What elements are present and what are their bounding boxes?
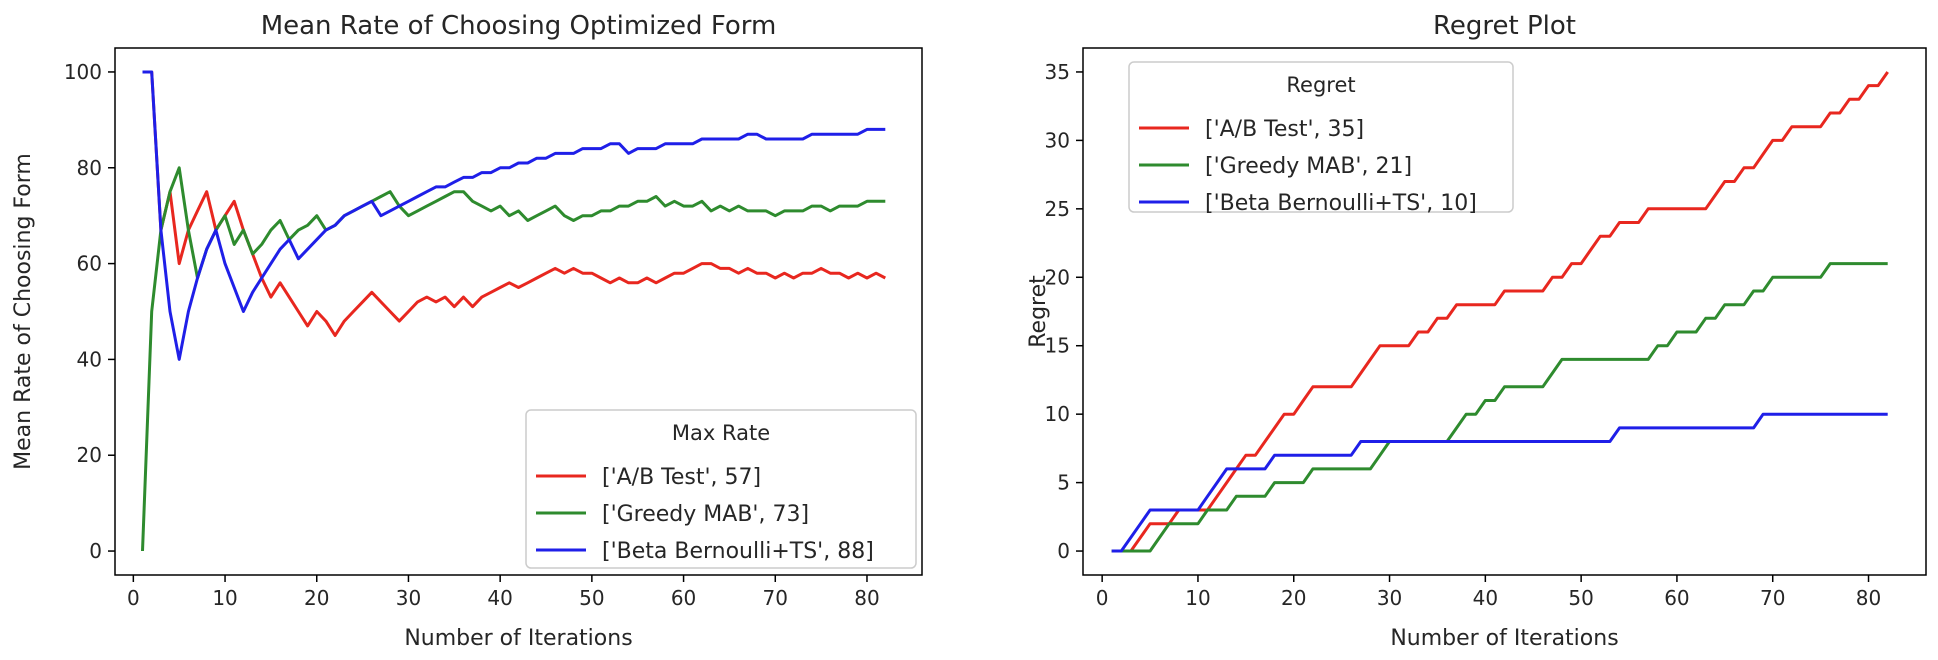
x-axis-label: Number of Iterations	[1390, 626, 1618, 651]
series-line	[1111, 71, 1889, 553]
y-tick-label: 5	[1057, 471, 1070, 495]
chart-title: Regret Plot	[1433, 11, 1576, 41]
series-line	[1111, 412, 1888, 553]
x-axis-label: Number of Iterations	[404, 626, 632, 651]
y-tick-label: 30	[1045, 128, 1070, 152]
y-tick-label: 15	[1045, 334, 1070, 358]
y-axis-label: Mean Rate of Choosing Form	[11, 153, 36, 470]
y-axis-label: Regret	[1026, 275, 1051, 348]
x-tick-label: 50	[1568, 586, 1593, 610]
x-tick-label: 30	[1377, 586, 1402, 610]
legend: Regret ['A/B Test', 35] ['Greedy MAB', 21]…	[1128, 61, 1514, 216]
y-tick-label: 0	[89, 539, 102, 563]
x-tick-label: 10	[1185, 586, 1210, 610]
x-tick-label: 20	[304, 586, 329, 610]
x-tick-label: 60	[671, 586, 696, 610]
x-tick-label: 60	[1664, 586, 1689, 610]
legend-box	[525, 409, 917, 569]
series-line	[142, 70, 886, 337]
y-tick-label: 25	[1045, 197, 1070, 221]
x-tick-label: 30	[396, 586, 421, 610]
x-tick-label: 20	[1281, 586, 1306, 610]
y-tick-label: 20	[1045, 265, 1070, 289]
y-tick-label: 60	[77, 252, 102, 276]
legend-entry: ['Greedy MAB', 73]	[602, 502, 809, 527]
y-tick-label: 80	[77, 156, 102, 180]
plot-frame	[114, 47, 923, 576]
legend-entry: ['Beta Bernoulli+TS', 88]	[602, 539, 874, 564]
x-tick-label: 80	[854, 586, 879, 610]
legend-box	[1128, 61, 1514, 213]
legend-entry: ['Greedy MAB', 21]	[1205, 154, 1412, 179]
y-tick-label: 100	[64, 60, 102, 84]
x-tick-label: 0	[127, 586, 140, 610]
series-line	[141, 166, 886, 552]
x-tick-label: 0	[1096, 586, 1109, 610]
y-tick-label: 35	[1045, 60, 1070, 84]
x-tick-label: 50	[579, 586, 604, 610]
legend-entry: ['A/B Test', 35]	[1205, 117, 1364, 142]
x-tick-label: 40	[1473, 586, 1498, 610]
legend-title: Max Rate	[672, 421, 770, 445]
y-tick-label: 40	[77, 347, 102, 371]
chart-title: Mean Rate of Choosing Optimized Form	[261, 11, 777, 41]
x-tick-label: 70	[763, 586, 788, 610]
chart-rate: Mean Rate of Choosing Optimized Form 0 10 2…	[11, 11, 923, 651]
x-tick-label: 40	[487, 586, 512, 610]
legend-entry: ['Beta Bernoulli+TS', 10]	[1205, 191, 1477, 216]
legend: Max Rate ['A/B Test', 57] ['Greedy MAB', 7…	[525, 409, 917, 569]
legend-entry: ['A/B Test', 57]	[602, 465, 761, 490]
series-line	[1111, 262, 1888, 553]
legend-title: Regret	[1286, 73, 1355, 97]
x-tick-label: 10	[212, 586, 237, 610]
chart-regret: Regret Plot 0 10 20 30 40 50 60 70 80 0 5 10 15 20 25 30…	[1026, 11, 1927, 651]
y-tick-label: 10	[1045, 402, 1070, 426]
x-tick-label: 70	[1760, 586, 1785, 610]
x-tick-label: 80	[1856, 586, 1881, 610]
plot-frame	[1082, 47, 1927, 576]
y-tick-label: 20	[77, 443, 102, 467]
y-tick-label: 0	[1057, 539, 1070, 563]
series-line	[142, 70, 886, 361]
